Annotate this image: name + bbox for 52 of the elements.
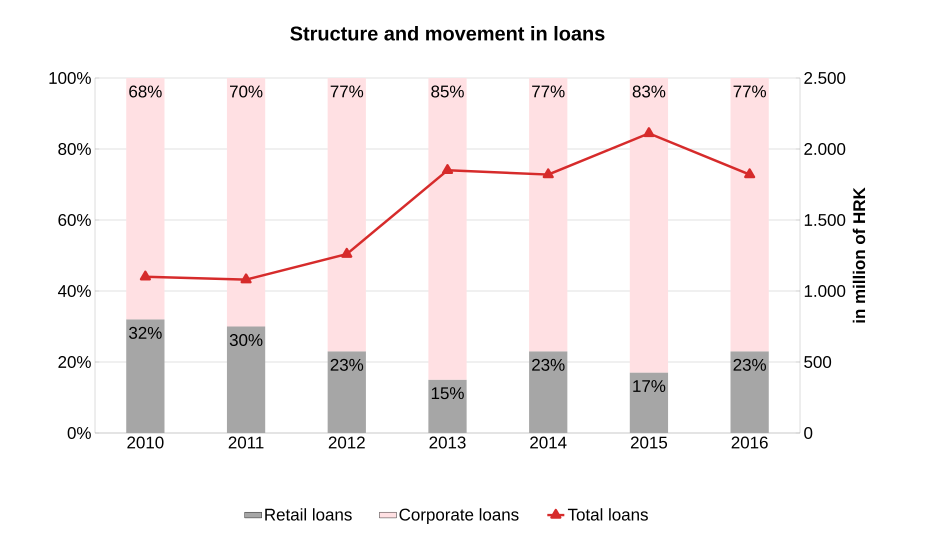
- x-tick-label: 2016: [732, 436, 768, 449]
- data-label: 15%: [432, 387, 464, 400]
- y-tick-label: 0%: [68, 427, 91, 439]
- data-label: 77%: [734, 86, 766, 98]
- y-tick-label: 60%: [58, 214, 91, 226]
- y2-tick-label: 500: [804, 356, 832, 368]
- y-tick-label: 20%: [58, 356, 91, 368]
- point: [744, 168, 756, 178]
- data-label: 17%: [633, 380, 666, 392]
- x-tick-label: 2010: [127, 436, 164, 449]
- bar: [730, 78, 769, 352]
- legend-label: Retail loans: [265, 508, 352, 521]
- y-tick-label: 40%: [58, 285, 91, 297]
- y-tick-label: 100%: [49, 72, 91, 84]
- x-tick-label: 2014: [530, 436, 567, 449]
- data-label: 77%: [532, 86, 565, 98]
- y2-tick-label: 2.000: [804, 143, 846, 155]
- y2-tick-label: 0: [804, 427, 812, 439]
- y2-tick-label: 2.500: [804, 72, 846, 84]
- data-label: 23%: [734, 358, 766, 371]
- legend-label: Corporate loans: [400, 508, 519, 524]
- bar: [328, 78, 366, 352]
- point: [643, 127, 654, 138]
- data-label: 68%: [129, 86, 162, 98]
- bar: [226, 78, 266, 326]
- bar: [630, 78, 668, 373]
- x-tick-label: 2011: [228, 436, 264, 449]
- data-label: 70%: [230, 86, 262, 98]
- point: [542, 168, 554, 178]
- data-label: 23%: [532, 358, 565, 371]
- legend-label: Total loans: [568, 508, 648, 521]
- y2-tick-label: 1.500: [804, 214, 846, 226]
- point: [140, 270, 151, 281]
- y2-axis-title: in million of HRK: [852, 187, 866, 323]
- x-tick-label: 2015: [630, 436, 668, 449]
- data-label: 77%: [330, 86, 364, 98]
- point: [442, 164, 454, 174]
- y2-tick-label: 1.000: [804, 285, 846, 297]
- data-label: 23%: [330, 358, 364, 371]
- data-label: 85%: [431, 86, 464, 98]
- data-label: 30%: [230, 334, 262, 346]
- bar: [428, 78, 467, 380]
- point: [240, 273, 252, 284]
- data-label: 32%: [129, 326, 162, 339]
- x-tick-label: 2013: [430, 436, 466, 449]
- point: [341, 248, 352, 258]
- bar: [529, 78, 568, 352]
- data-label: 83%: [632, 86, 666, 98]
- y-tick-label: 80%: [58, 143, 91, 155]
- x-tick-label: 2012: [328, 436, 365, 449]
- chart-title: Structure and movement in loans: [290, 26, 604, 41]
- bar: [126, 78, 164, 320]
